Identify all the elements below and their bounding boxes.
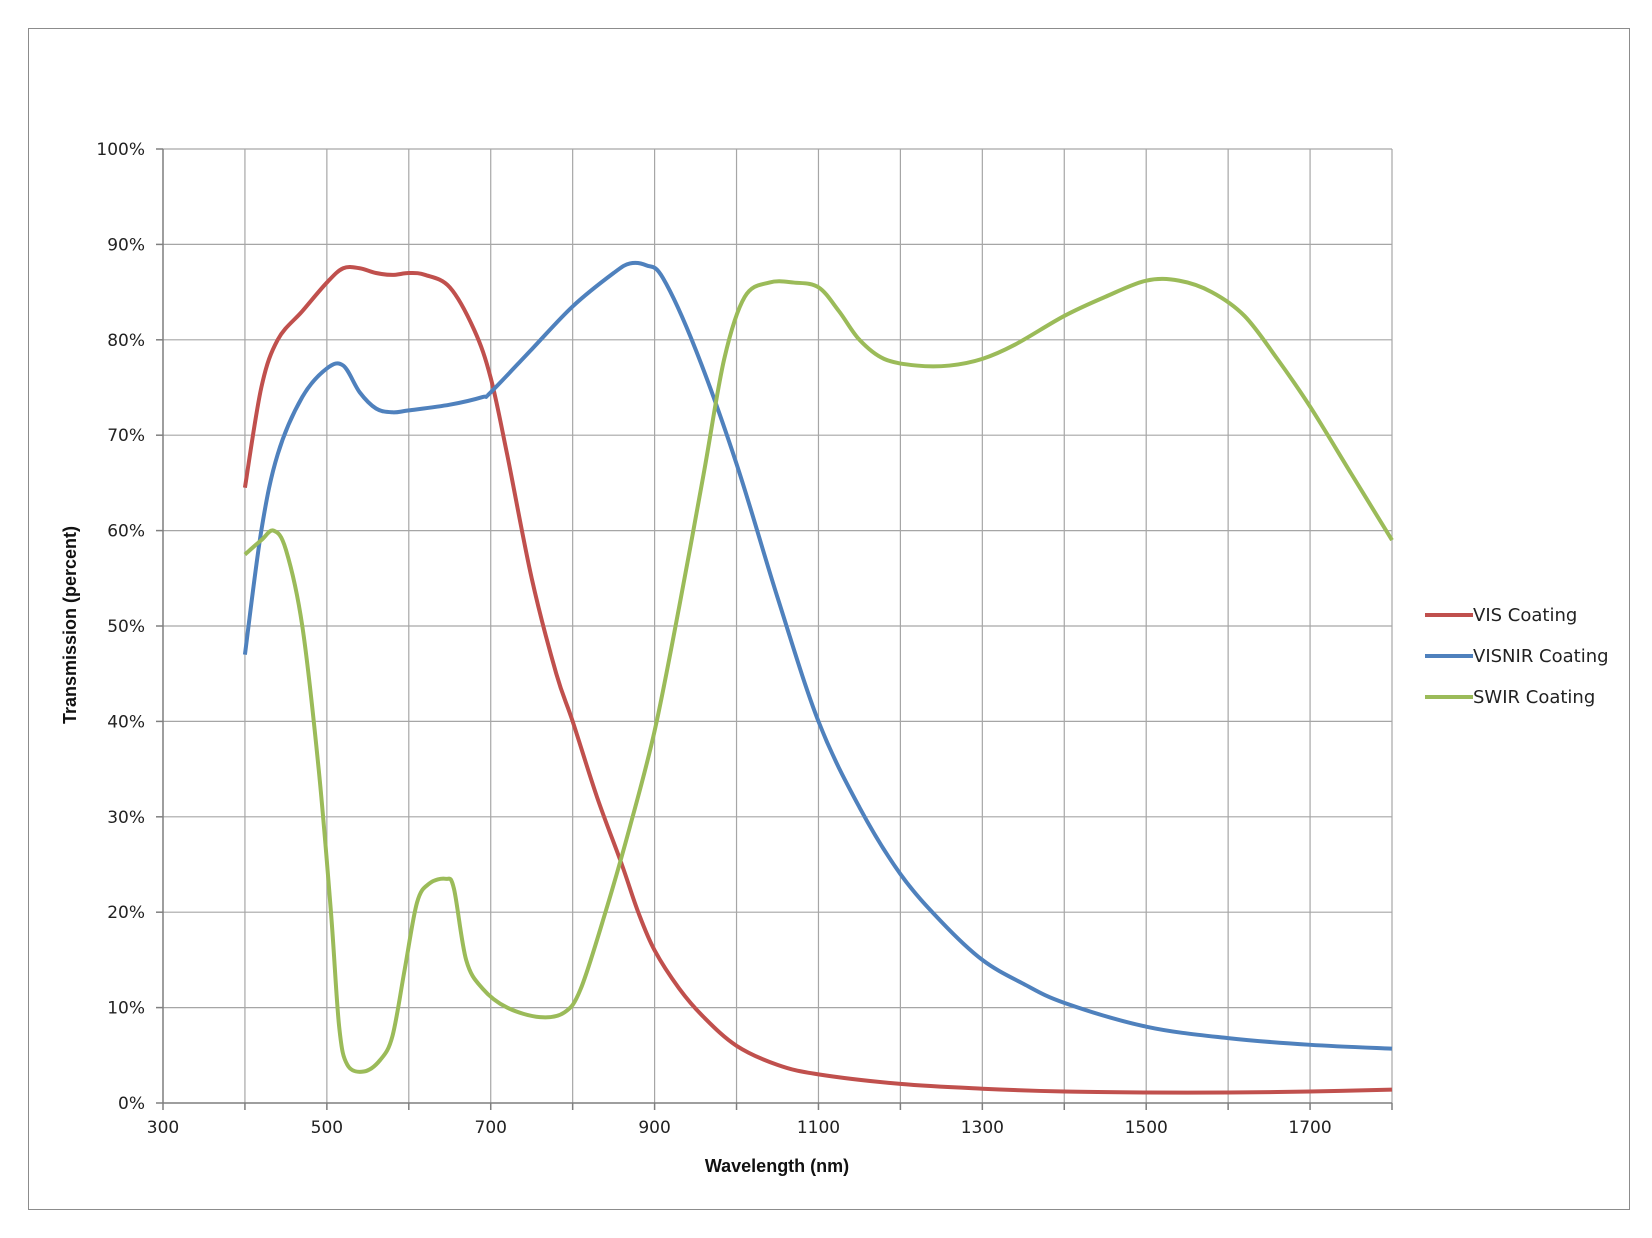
legend-label-swir-coating: SWIR Coating bbox=[1473, 687, 1595, 708]
series-lines bbox=[242, 260, 1394, 1095]
y-tick-label: 60% bbox=[107, 522, 145, 542]
x-tick-label: 1500 bbox=[1125, 1118, 1168, 1138]
x-tick-label: 500 bbox=[311, 1118, 343, 1138]
x-tick-label: 1700 bbox=[1288, 1118, 1331, 1138]
y-tick-label: 0% bbox=[118, 1094, 145, 1114]
series-line-visnir-coating bbox=[242, 260, 1393, 1051]
y-axis-title: Transmission (percent) bbox=[60, 526, 80, 724]
x-tick-label: 300 bbox=[147, 1118, 179, 1138]
y-tick-label: 90% bbox=[107, 235, 145, 255]
x-tick-label: 900 bbox=[638, 1118, 670, 1138]
y-tick-label: 10% bbox=[107, 999, 145, 1019]
y-tick-label: 30% bbox=[107, 808, 145, 828]
legend-label-visnir-coating: VISNIR Coating bbox=[1473, 646, 1609, 667]
series-line-vis-coating bbox=[242, 264, 1393, 1095]
series-line-swir-coating bbox=[243, 276, 1394, 1074]
y-tick-label: 40% bbox=[107, 712, 145, 732]
x-tick-label: 1100 bbox=[797, 1118, 840, 1138]
y-tick-label: 50% bbox=[107, 617, 145, 637]
legend: VIS Coating VISNIR Coating SWIR Coating bbox=[1425, 605, 1609, 708]
y-tick-labels: 0% 10% 20% 30% 40% 50% 60% 70% 80% 90% 100% bbox=[96, 140, 145, 1114]
chart-frame bbox=[28, 28, 1630, 1210]
y-tick-label: 80% bbox=[107, 331, 145, 351]
x-tick-label: 700 bbox=[475, 1118, 507, 1138]
x-tick-labels: 300 500 700 900 1100 1300 1500 1700 bbox=[147, 1118, 1332, 1138]
plot-grid bbox=[163, 148, 1393, 1103]
x-tick-label: 1300 bbox=[961, 1118, 1004, 1138]
legend-label-vis-coating: VIS Coating bbox=[1473, 605, 1577, 626]
x-axis-title: Wavelength (nm) bbox=[705, 1156, 849, 1176]
y-tick-label: 100% bbox=[96, 140, 145, 160]
y-tick-label: 70% bbox=[107, 426, 145, 446]
plot-axes bbox=[156, 148, 1393, 1110]
y-tick-label: 20% bbox=[107, 903, 145, 923]
